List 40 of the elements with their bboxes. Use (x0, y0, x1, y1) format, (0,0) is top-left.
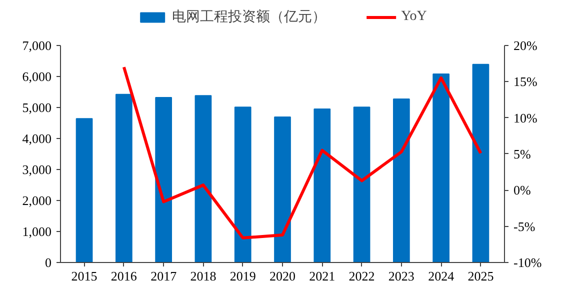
bar (353, 106, 370, 262)
x-tick-label: 2016 (110, 268, 138, 284)
y2-tick-label: -5% (514, 218, 536, 234)
bar (116, 94, 132, 262)
y2-tick-label: 20% (514, 38, 538, 53)
legend-label: YoY (401, 9, 427, 25)
bar (194, 95, 212, 262)
bar (234, 106, 252, 262)
y-tick-label: 1,000 (22, 224, 52, 239)
bar (155, 97, 172, 262)
bar (432, 73, 450, 262)
x-tick-label: 2018 (190, 268, 216, 284)
x-tick-label: 2020 (270, 268, 296, 284)
y-tick-label: 4,000 (22, 130, 52, 146)
x-tick-label: 2025 (468, 268, 494, 284)
y2-tick-label: 0% (514, 182, 531, 198)
x-tick-label: 2019 (230, 268, 256, 284)
bar (314, 108, 331, 262)
x-tick-label: 2022 (348, 268, 375, 284)
bar (472, 64, 490, 262)
y2-tick-label: 5% (514, 146, 531, 162)
y2-tick-label: -10% (514, 255, 542, 270)
y-tick-label: 5,000 (22, 100, 52, 115)
x-tick-label: 2015 (71, 268, 98, 284)
x-tick-label: 2021 (309, 268, 336, 284)
y-tick-label: 2,000 (22, 192, 52, 208)
bar (393, 98, 410, 262)
x-tick-label: 2023 (388, 268, 414, 284)
x-tick-label: 2017 (150, 268, 178, 284)
bar (76, 118, 93, 262)
y-tick-label: 7,000 (22, 38, 52, 53)
x-tick-label: 2024 (428, 268, 455, 284)
y-tick-label: 6,000 (22, 68, 52, 84)
y2-tick-label: 10% (514, 110, 538, 126)
y2-tick-label: 15% (514, 74, 538, 90)
bar (274, 116, 291, 262)
legend-label: 电网工程投资额（亿元） (172, 8, 326, 26)
y-tick-label: 3,000 (22, 162, 52, 177)
line-series (122, 66, 482, 240)
y-tick-label: 0 (45, 255, 52, 270)
